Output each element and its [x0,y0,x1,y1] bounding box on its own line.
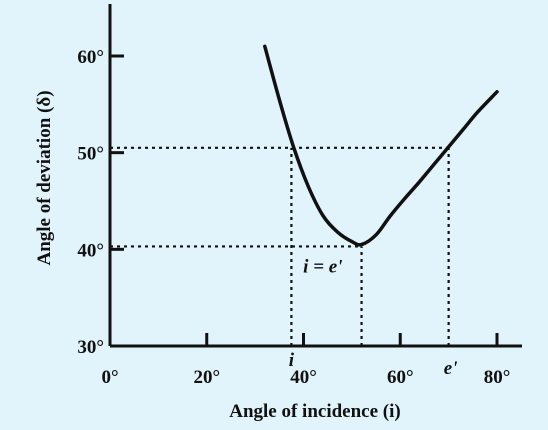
annotations: i e' i = e' [289,256,458,379]
annotation-0: i [289,350,295,371]
x-tick-label-1: 20° [193,367,220,388]
annotation-1: e' [444,358,458,379]
axes [108,4,522,348]
x-tick-label-4: 80° [484,367,511,388]
guide-lines [110,146,450,346]
y-axis-title: Angle of deviation (δ) [34,90,55,265]
annotation-2: i = e' [303,256,342,277]
x-tick-label-2: 40° [290,367,317,388]
y-tick-label-1: 40° [77,240,104,261]
y-tick-label-3: 60° [77,47,104,68]
ticks: 0° 20° 40° 60° 80° 30° 40° 50° 60° [77,47,510,388]
y-tick-label-2: 50° [77,144,104,165]
x-tick-label-3: 60° [387,367,414,388]
deviation-curve [263,44,499,247]
x-tick-label-0: 0° [101,367,118,388]
y-tick-label-0: 30° [77,337,104,358]
x-axis-title: Angle of incidence (i) [229,401,401,422]
